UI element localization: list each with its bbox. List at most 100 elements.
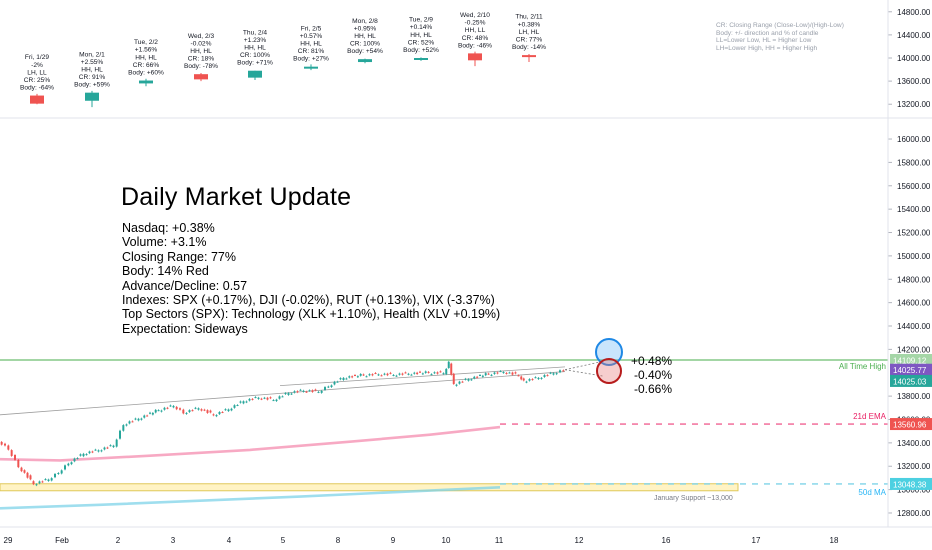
intraday-candle-body xyxy=(365,376,368,378)
time-tick-label: 17 xyxy=(752,536,761,545)
intraday-candle-body xyxy=(128,421,131,424)
intraday-candle-body xyxy=(374,372,377,374)
ema-21-value: 13560.96 xyxy=(893,421,927,430)
intraday-candle-body xyxy=(395,375,398,377)
last-price-value: 14025.77 xyxy=(893,366,927,375)
intraday-candle-body xyxy=(7,445,10,450)
daily-candle-label: HH, HL xyxy=(300,40,322,47)
intraday-candle-body xyxy=(383,373,386,375)
intraday-candle-body xyxy=(499,371,502,373)
intraday-candle-body xyxy=(445,368,448,375)
intraday-candle-body xyxy=(508,372,511,374)
intraday-candle-body xyxy=(64,465,66,470)
intraday-candle-body xyxy=(505,372,508,374)
intraday-candle-body xyxy=(154,409,157,413)
price-tick-label: 13200.00 xyxy=(897,462,931,471)
last-price-tag xyxy=(890,363,932,376)
support-zone-label: January Support ~13,000 xyxy=(654,495,733,502)
stat-indexes: Indexes: SPX (+0.17%), DJI (-0.02%), RUT… xyxy=(122,293,495,308)
intraday-candle-body xyxy=(348,376,351,378)
intraday-candle-body xyxy=(377,374,380,376)
intraday-candle-body xyxy=(200,409,203,411)
intraday-candle-body xyxy=(197,408,200,410)
ma-50-value: 13048.38 xyxy=(893,480,927,489)
intraday-candle-body xyxy=(511,372,514,375)
intraday-candle-body xyxy=(324,387,326,390)
intraday-candle-body xyxy=(514,372,517,374)
intraday-candle-body xyxy=(91,451,94,453)
time-tick-label: 10 xyxy=(442,536,451,545)
intraday-candle-body xyxy=(275,399,278,402)
intraday-candle-body xyxy=(194,407,197,409)
intraday-candle-body xyxy=(4,443,6,446)
daily-candle-label: CR: 18% xyxy=(188,56,215,63)
intraday-candle-body xyxy=(32,481,35,485)
intraday-candle-body xyxy=(549,372,552,374)
price-axis[interactable]: 14800.00 14400.00 14000.00 13600.00 13200.00… xyxy=(887,0,932,527)
intraday-candle-body xyxy=(60,470,63,474)
intraday-candle-body xyxy=(281,396,284,398)
intraday-candle-body xyxy=(20,467,23,472)
intraday-candle-body xyxy=(473,376,476,379)
intraday-candle-body xyxy=(368,374,371,376)
intraday-candle-body xyxy=(386,373,389,376)
intraday-candle-body xyxy=(233,405,236,408)
intraday-candle-body xyxy=(26,472,29,478)
intraday-candle-body xyxy=(404,372,407,374)
intraday-candle-body xyxy=(336,381,339,383)
intraday-candle-body xyxy=(218,412,221,415)
projection-up-circle xyxy=(595,338,623,366)
projection-down-label-2: -0.66% xyxy=(634,382,673,396)
intraday-candle-body xyxy=(559,370,561,373)
ema-21-tag xyxy=(890,418,932,431)
intraday-candle-body xyxy=(269,397,272,399)
market-stats: Nasdaq: +0.38% Volume: +3.1% Closing Ran… xyxy=(122,221,500,336)
daily-candle-label: +0.38% xyxy=(518,21,541,28)
intraday-candle-body xyxy=(484,373,487,376)
intraday-candle-body xyxy=(320,390,323,393)
legend-note: Body: +/- direction and % of candle xyxy=(716,29,819,37)
intraday-candle-body xyxy=(17,459,20,468)
intraday-candle-body xyxy=(517,375,520,377)
time-tick-label: Feb xyxy=(55,536,69,545)
intraday-candle-body xyxy=(450,363,453,375)
intraday-candle-body xyxy=(419,371,421,373)
intraday-candle-body xyxy=(299,389,302,391)
intraday-candle-body xyxy=(528,379,531,381)
stat-advance-decline: Advance/Decline: 0.57 xyxy=(122,278,248,293)
intraday-candle-body xyxy=(562,370,565,372)
intraday-candle-body xyxy=(76,458,79,460)
daily-candle-label: CR: 66% xyxy=(133,62,160,69)
intraday-candle-body xyxy=(239,401,242,403)
intraday-candle-body xyxy=(119,430,121,439)
intraday-candle-body xyxy=(103,447,106,450)
intraday-candle-body xyxy=(493,372,496,374)
daily-candle-label: Tue, 2/2 xyxy=(134,39,158,46)
daily-candle-body xyxy=(194,74,208,80)
daily-candle-label: Body: +54% xyxy=(347,48,383,55)
daily-candle-label: +1.23% xyxy=(244,37,267,44)
daily-candle-label: Thu, 2/11 xyxy=(515,14,543,21)
intraday-candle-body xyxy=(23,470,26,473)
intraday-candle-body xyxy=(125,424,128,426)
time-axis[interactable]: 29 Feb 2 3 4 5 8 9 10 11 12 16 17 18 xyxy=(0,526,932,545)
daily-candle-label: LH, LL xyxy=(27,69,47,76)
daily-candle-label: -0.25% xyxy=(465,20,486,27)
intraday-candle-body xyxy=(215,415,218,417)
intraday-candle-body xyxy=(439,371,442,373)
stat-expectation: Expectation: Sideways xyxy=(122,321,248,336)
intraday-candle-body xyxy=(54,473,56,478)
daily-candle-body xyxy=(304,66,318,69)
intraday-candle-body xyxy=(257,397,260,399)
intraday-candle-body xyxy=(311,390,314,392)
daily-candle-label: Mon, 2/8 xyxy=(352,18,378,25)
intraday-candle-body xyxy=(467,379,470,381)
intraday-candle-body xyxy=(461,381,464,383)
intraday-candle-body xyxy=(458,381,461,384)
intraday-candle-body xyxy=(47,479,50,481)
intraday-candle-body xyxy=(143,415,146,418)
intraday-candle-body xyxy=(302,390,305,392)
intraday-candle-body xyxy=(44,479,47,481)
intraday-candle-body xyxy=(230,408,233,411)
